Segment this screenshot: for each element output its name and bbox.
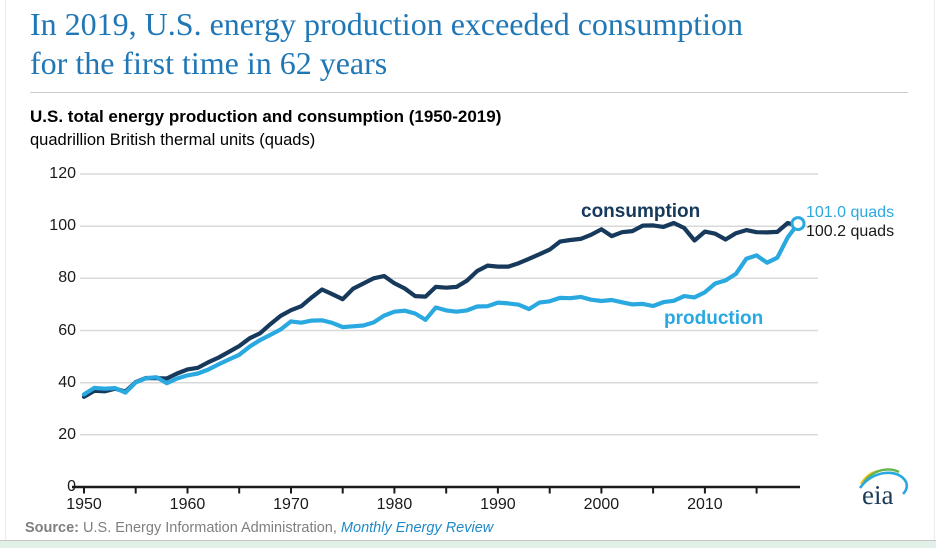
y-axis-tick-label: 0 xyxy=(67,478,76,495)
eia-logo: eia xyxy=(858,468,909,510)
consumption-series-label: consumption xyxy=(581,201,701,222)
y-axis-tick-label: 80 xyxy=(58,269,76,287)
production-series-label: production xyxy=(664,308,764,329)
gridlines xyxy=(80,173,818,436)
bottom-band xyxy=(0,541,936,548)
y-axis-tick-label: 120 xyxy=(49,165,76,182)
y-axis-tick-label: 100 xyxy=(49,217,76,235)
source-line: Source: U.S. Energy Information Administ… xyxy=(25,520,493,536)
x-axis-tick-label: 2010 xyxy=(687,496,723,513)
y-axis-tick-label: 60 xyxy=(58,321,76,339)
bottom-rule xyxy=(0,540,936,541)
y-axis-labels: 0 20 40 60 80 100 120 xyxy=(30,0,76,548)
end-marker xyxy=(790,216,806,232)
chart-units-label: quadrillion British thermal units (quads… xyxy=(30,131,316,149)
x-axis-tick-label: 1990 xyxy=(480,496,516,513)
source-text: U.S. Energy Information Administration, xyxy=(79,520,341,536)
right-edge-line xyxy=(934,0,935,548)
left-edge-line xyxy=(5,0,6,548)
eia-logo-blue-swoosh xyxy=(858,471,909,495)
x-axis-tick-label: 1980 xyxy=(376,496,413,513)
page-title: In 2019, U.S. energy production exceeded… xyxy=(30,6,744,81)
source-link[interactable]: Monthly Energy Review xyxy=(340,520,494,536)
production-end-value-label: 101.0 quads xyxy=(806,204,895,221)
title-divider xyxy=(30,92,908,93)
chart-heading: U.S. total energy production and consump… xyxy=(30,107,502,126)
x-axis-tick-label: 1950 xyxy=(66,496,102,513)
eia-logo-text: eia xyxy=(862,480,893,510)
x-axis-tick-label: 2000 xyxy=(583,496,620,513)
x-axis-tick-label: 1960 xyxy=(169,496,206,513)
consumption-end-value-label: 100.2 quads xyxy=(806,223,895,240)
x-axis-tick-label: 1970 xyxy=(273,496,309,513)
source-label: Source: xyxy=(25,520,79,536)
y-axis-tick-label: 40 xyxy=(58,373,76,391)
y-axis-tick-label: 20 xyxy=(58,425,76,443)
x-ticks xyxy=(83,487,758,494)
